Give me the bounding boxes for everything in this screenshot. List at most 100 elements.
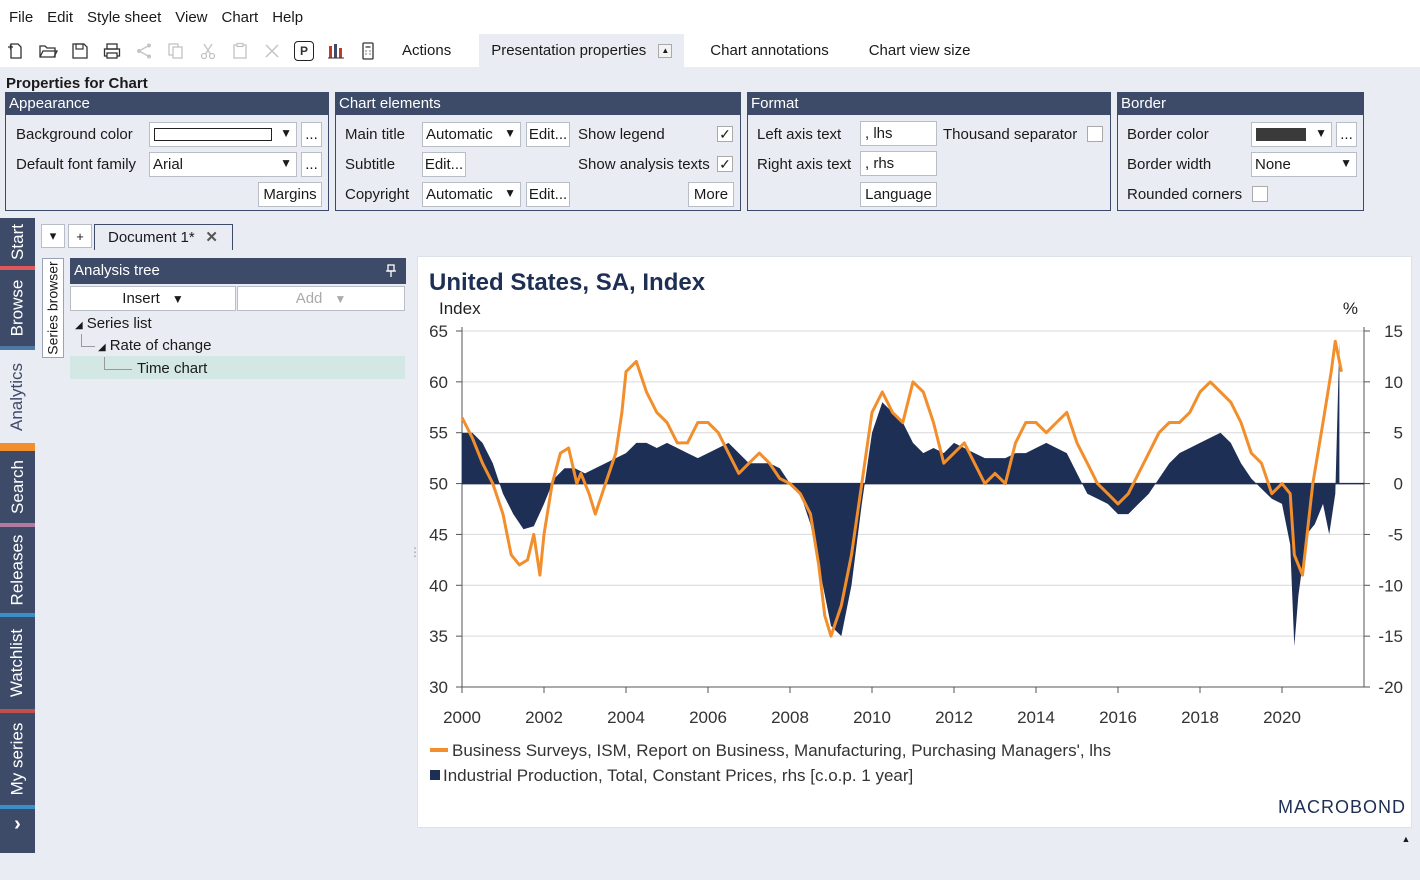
side-tab-analytics-accent (0, 443, 35, 451)
open-icon[interactable] (32, 36, 64, 66)
chart-type-icon[interactable] (320, 36, 352, 66)
side-tab-analytics[interactable]: Analytics (0, 350, 35, 443)
menu-edit[interactable]: Edit (47, 8, 74, 26)
expand-triangle-icon[interactable]: ◢ (75, 320, 83, 331)
copyright-edit-button[interactable]: Edit... (526, 182, 570, 207)
legend-swatch-pmi (430, 748, 448, 752)
print-icon[interactable] (96, 36, 128, 66)
menu-help[interactable]: Help (272, 8, 304, 26)
legend-label-pmi: Business Surveys, ISM, Report on Busines… (452, 741, 1111, 760)
tab-chart-view-size[interactable]: Chart view size (857, 34, 983, 67)
chevron-down-icon: ▼ (504, 126, 516, 140)
more-button[interactable]: More (688, 182, 734, 207)
appearance-group: Appearance Background color ▼ ... Defaul… (5, 92, 329, 211)
presentation-mode-label: P (294, 40, 314, 61)
tree-node-rate-of-change[interactable]: ◢ Rate of change (98, 335, 211, 357)
font-family-dropdown[interactable]: Arial ▼ (149, 152, 297, 177)
border-color-label: Border color (1127, 126, 1209, 143)
share-icon[interactable] (128, 36, 160, 66)
main-title-dropdown[interactable]: Automatic ▼ (422, 122, 521, 147)
cut-icon[interactable] (192, 36, 224, 66)
tree-node-series-list-label: Series list (86, 315, 152, 332)
expand-triangle-icon[interactable]: ◢ (98, 342, 106, 353)
document-tab-bar: ▾ + Document 1* ✕ (35, 218, 1420, 254)
left-tick-label: 30 (429, 678, 448, 697)
chevron-down-icon: ▼ (504, 186, 516, 200)
brand-logo: MACROBOND (1278, 797, 1406, 817)
right-axis-text-input[interactable]: , rhs (860, 151, 937, 176)
chart-canvas[interactable]: United States, SA, Index Index % 65 60 55 5… (417, 256, 1412, 828)
right-tick-label: 0 (1394, 475, 1403, 494)
margins-button[interactable]: Margins (258, 182, 322, 207)
font-family-more-button[interactable]: ... (301, 152, 322, 177)
side-tab-start[interactable]: Start (0, 218, 35, 266)
copyright-dropdown[interactable]: Automatic ▼ (422, 182, 521, 207)
left-tick-label: 45 (429, 525, 448, 544)
chevron-down-icon: ▼ (280, 126, 292, 140)
tab-presentation-properties[interactable]: Presentation properties ▲ (479, 34, 685, 67)
tab-actions[interactable]: Actions (390, 34, 463, 67)
collapse-icon[interactable]: ▲ (658, 43, 673, 58)
properties-title: Properties for Chart (6, 75, 148, 92)
background-color-dropdown[interactable]: ▼ (149, 122, 297, 147)
save-icon[interactable] (64, 36, 96, 66)
copy-icon[interactable] (160, 36, 192, 66)
sidebar-expand-button[interactable]: › (14, 812, 21, 835)
close-icon[interactable]: ✕ (205, 229, 218, 246)
side-tab-releases[interactable]: Releases (0, 527, 35, 613)
right-tick-label: -10 (1378, 576, 1403, 595)
side-tab-watchlist[interactable]: Watchlist (0, 617, 35, 709)
menu-style-sheet[interactable]: Style sheet (87, 8, 162, 26)
x-tick-label: 2006 (689, 708, 727, 727)
tree-node-time-chart[interactable]: Time chart (137, 358, 207, 380)
menu-view[interactable]: View (175, 8, 208, 26)
rounded-corners-label: Rounded corners (1127, 186, 1243, 203)
border-color-dropdown[interactable]: ▼ (1251, 122, 1332, 147)
subtitle-edit-button[interactable]: Edit... (422, 152, 466, 177)
side-tab-search[interactable]: Search (0, 451, 35, 523)
tree-node-series-list[interactable]: ◢ Series list (75, 313, 152, 335)
pin-icon[interactable] (385, 258, 397, 287)
series-line-group (460, 339, 1343, 638)
chevron-down-icon: ▼ (171, 291, 184, 306)
left-axis-text-input[interactable]: , lhs (860, 121, 937, 146)
language-button[interactable]: Language (860, 182, 937, 207)
border-color-more-button[interactable]: ... (1336, 122, 1357, 147)
right-tick-label: 10 (1384, 373, 1403, 392)
show-legend-checkbox[interactable]: ✓ (717, 126, 733, 142)
presentation-mode-icon[interactable]: P (288, 36, 320, 66)
copyright-value: Automatic (426, 186, 493, 203)
menu-file[interactable]: File (9, 8, 34, 26)
border-width-dropdown[interactable]: None ▼ (1251, 152, 1357, 177)
show-legend-label: Show legend (578, 126, 665, 143)
show-analysis-checkbox[interactable]: ✓ (717, 156, 733, 172)
side-tab-browse[interactable]: Browse (0, 270, 35, 346)
right-tick-label: -15 (1378, 627, 1403, 646)
format-head: Format (748, 93, 1110, 115)
background-color-more-button[interactable]: ... (301, 122, 322, 147)
insert-button[interactable]: Insert ▼ (70, 286, 236, 311)
paste-icon[interactable] (224, 36, 256, 66)
rounded-corners-checkbox[interactable] (1252, 186, 1268, 202)
add-button[interactable]: Add ▼ (237, 286, 405, 311)
scroll-up-button[interactable]: ▲ (1401, 834, 1411, 844)
series-industrial-production-area (462, 341, 1340, 647)
thousand-separator-checkbox[interactable] (1087, 126, 1103, 142)
x-tick-label: 2008 (771, 708, 809, 727)
series-browser-tab[interactable]: Series browser (42, 258, 64, 358)
tab-chart-annotations[interactable]: Chart annotations (698, 34, 840, 67)
menu-chart[interactable]: Chart (221, 8, 259, 26)
document-tab[interactable]: Document 1* ✕ (94, 224, 233, 250)
calculator-icon[interactable] (352, 36, 384, 66)
new-document-button[interactable]: + (68, 224, 92, 248)
side-tab-watchlist-accent (0, 709, 35, 713)
legend-label-ip: Industrial Production, Total, Constant P… (443, 766, 913, 785)
main-title-edit-button[interactable]: Edit... (526, 122, 570, 147)
x-tick-label: 2014 (1017, 708, 1055, 727)
tree-connector (81, 334, 82, 346)
document-list-button[interactable]: ▾ (41, 224, 65, 248)
new-document-icon[interactable] (0, 36, 32, 66)
delete-icon[interactable] (256, 36, 288, 66)
side-tab-my-series[interactable]: My series (0, 713, 35, 805)
status-bar (0, 853, 1420, 880)
